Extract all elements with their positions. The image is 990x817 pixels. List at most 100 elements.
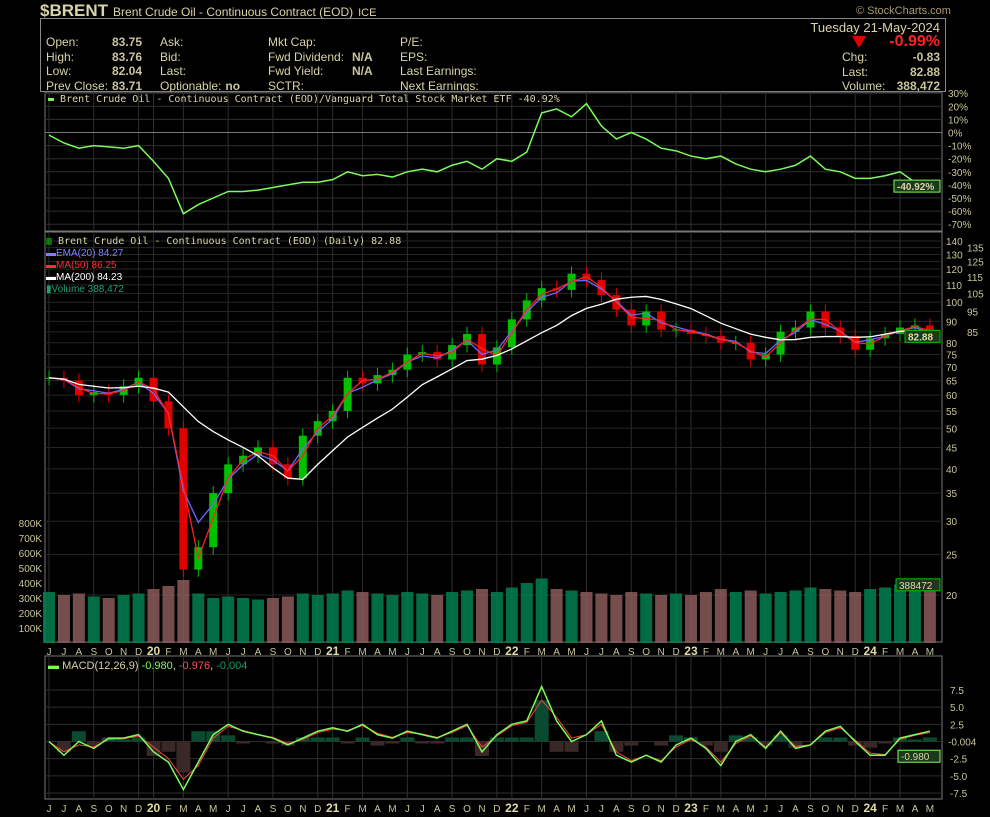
x-axis-label: F [165,804,171,815]
x-axis-label: A [76,804,83,815]
x-axis-label: D [135,804,142,815]
x-axis-label: O [463,804,471,815]
x-axis-label: S [270,804,277,815]
x-axis-label: S [807,647,814,658]
field-label: Bid: [160,49,181,64]
x-axis-label: N [478,804,485,815]
volume-bar [595,593,608,643]
y-axis-label: -20% [948,155,971,166]
volume-bar [774,592,787,643]
volume-bar [744,590,757,643]
histogram-bar [564,741,579,752]
last-label: Last: [842,65,869,79]
x-axis-label: 22 [505,801,519,815]
x-axis-label: J [47,647,52,658]
x-axis-label: A [374,647,381,658]
histogram-bar [131,737,146,742]
volume-bar [117,595,130,643]
y-axis-label: 2.5 [950,720,964,731]
x-axis-label: F [524,647,530,658]
volume-bar [819,589,832,643]
x-axis-label: 24 [863,801,877,815]
y-axis-label: -30% [948,168,971,179]
field-label: High: [46,49,75,64]
histogram-bar [415,741,430,744]
volume-bar [72,593,85,643]
x-axis-label: O [284,647,292,658]
volume-last-tag [895,578,941,592]
ma200-legend: MA(200) 84.23 [56,272,123,283]
x-axis-label: S [628,647,635,658]
x-axis-label: A [434,804,441,815]
x-axis-label: D [493,647,500,658]
x-axis-label: A [374,804,381,815]
y-axis-label: -70% [948,220,971,231]
volume-bar [177,580,190,643]
y-axis-label: 125 [967,258,984,269]
histogram-bar [265,741,280,744]
histogram-bar [489,737,504,742]
histogram-bar [445,737,460,742]
y-axis-label: 50 [946,424,958,435]
histogram-bar [698,741,713,746]
histogram-bar [743,737,758,742]
histogram-bar [922,737,937,742]
price-legend: Brent Crude Oil - Continuous Contract (E… [58,236,402,247]
ema-legend: EMA(20) 84.27 [56,248,124,259]
x-axis-label: A [434,647,441,658]
down-arrow-icon [852,36,866,48]
histogram-bar [385,741,400,744]
y-axis-label: -40% [948,181,971,192]
volume-bar [804,587,817,643]
field-value: 82.04 [112,64,143,78]
histogram-bar [430,741,445,744]
histogram-bar [400,737,415,742]
field-value: N/A [352,64,373,78]
volume-bar [759,593,772,643]
y-axis-label: 80 [946,339,958,350]
watermark[interactable]: © StockCharts.com [856,5,951,17]
x-axis-label: D [493,804,500,815]
y-axis-label: 70 [946,363,958,374]
x-axis-label: M [567,804,575,815]
histogram-bar [161,741,176,752]
volume-axis-label: 700K [19,534,43,545]
volume-bar [132,593,145,643]
volume-axis-label: 500K [19,564,43,575]
volume-axis-label: 800K [19,519,43,530]
x-axis-label: 24 [863,644,877,658]
x-axis-label: M [717,804,725,815]
field-label: Low: [46,64,72,78]
volume-bar [266,598,279,643]
x-axis-label: M [717,647,725,658]
x-axis-label: M [179,804,187,815]
volume-bar [879,587,892,643]
x-axis-label: N [120,647,127,658]
y-axis-label: 7.5 [950,686,964,697]
x-axis-label: D [135,647,142,658]
x-axis-label: A [912,804,919,815]
histogram-bar [594,731,609,742]
volume-bar [625,592,638,643]
x-axis-label: M [358,647,366,658]
histogram-bar [86,741,101,746]
histogram-bar [758,741,773,746]
volume-bar [311,595,324,643]
histogram-bar [728,735,743,742]
x-axis-label: S [90,647,97,658]
field-label: Prev Close: [46,78,109,93]
histogram-bar [713,741,728,752]
field-label: Last Earnings: [400,64,477,78]
x-axis-label: M [926,647,934,658]
volume-bar [162,586,175,643]
volume-bar [670,593,683,643]
x-axis-label: A [912,647,919,658]
histogram-bar [848,741,863,746]
x-axis-label: J [241,804,246,815]
x-axis-label: J [584,804,589,815]
x-axis-label: S [807,804,814,815]
x-axis-label: A [255,804,262,815]
volume-legend: Volume 388,472 [51,284,124,295]
field-label: Open: [46,35,79,49]
